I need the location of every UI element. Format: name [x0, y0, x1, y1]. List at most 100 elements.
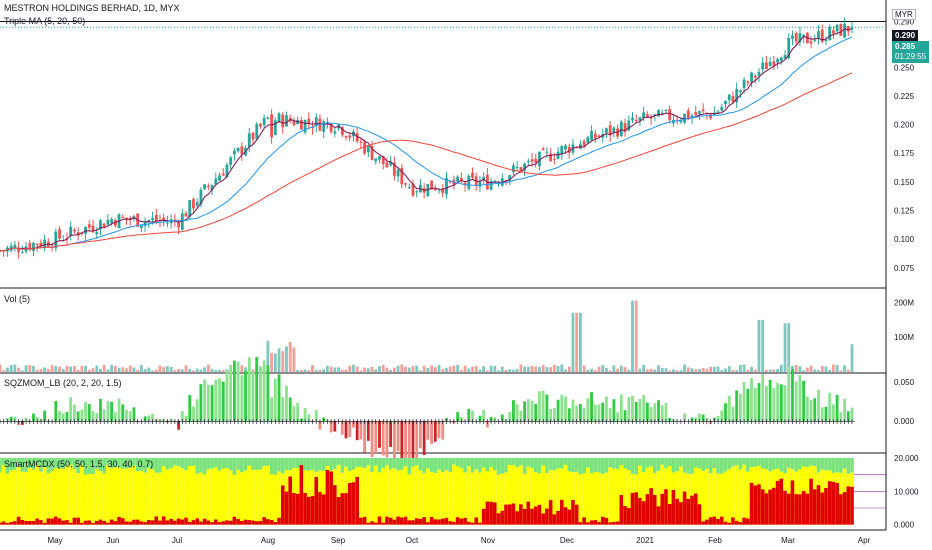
candle-body — [340, 127, 344, 135]
candle-body — [206, 186, 210, 188]
smartmcdx-red-bar — [537, 504, 542, 525]
price-tick-label: 0.150 — [894, 178, 915, 187]
candle-body — [273, 120, 277, 135]
smartmcdx-green-bar — [228, 458, 233, 471]
smartmcdx-green-bar — [541, 458, 545, 466]
squeeze-cross: + — [726, 417, 733, 426]
smartmcdx-yellow-bar — [83, 474, 88, 525]
smartmcdx-red-bar — [812, 489, 817, 525]
squeeze-bar — [627, 397, 631, 421]
squeeze-bar — [779, 384, 783, 421]
squeeze-bar — [813, 398, 817, 421]
smartmcdx-green-bar — [474, 458, 479, 470]
squeeze-cross: + — [711, 417, 718, 426]
smartmcdx-green-bar — [723, 458, 728, 472]
currency-badge[interactable]: MYR — [892, 9, 916, 20]
candle-body — [783, 55, 787, 59]
volume-bar — [337, 367, 340, 372]
squeeze-bar — [843, 398, 846, 421]
volume-bar — [58, 366, 61, 372]
squeeze-cross: + — [432, 417, 439, 426]
candle-body — [441, 189, 445, 193]
squeeze-cross: + — [514, 417, 521, 426]
smartmcdx-green-bar — [280, 458, 285, 474]
x-tick-label: Jun — [107, 536, 120, 545]
squeeze-cross: + — [689, 417, 696, 426]
x-tick-label: Dec — [560, 536, 574, 545]
smartmcdx-green-bar — [46, 458, 51, 474]
squeeze-bar — [229, 364, 233, 421]
squeeze-bar — [210, 385, 214, 421]
squeeze-bar — [400, 420, 404, 467]
candle-body — [645, 114, 649, 117]
smartmcdx-green-bar — [50, 458, 54, 471]
squeeze-bar — [244, 371, 247, 421]
squeeze-cross: + — [372, 417, 379, 426]
ma50-line — [0, 72, 853, 252]
smartmcdx-red-bar — [839, 494, 843, 525]
squeeze-cross: + — [443, 417, 450, 426]
smartmcdx-red-bar — [760, 489, 765, 525]
squeeze-bar — [765, 385, 768, 421]
smartmcdx-green-bar — [768, 458, 772, 472]
volume-bar — [523, 366, 526, 372]
smartmcdx-yellow-bar — [731, 466, 735, 525]
volume-bar — [738, 365, 742, 372]
candle-body — [232, 150, 236, 155]
volume-bar — [147, 367, 151, 372]
smartmcdx-red-bar — [373, 522, 378, 525]
smartmcdx-yellow-bar — [582, 473, 586, 525]
squeeze-bar — [552, 407, 556, 421]
squeeze-bar — [355, 420, 359, 441]
volume-bar — [322, 369, 326, 372]
smartmcdx-red-bar — [414, 518, 419, 525]
volume-bar — [121, 367, 125, 372]
smartmcdx-red-bar — [805, 493, 810, 525]
smartmcdx-red-bar — [522, 508, 527, 525]
candle-body — [9, 245, 13, 251]
squeeze-bar — [724, 403, 727, 421]
candle-body — [32, 242, 35, 251]
smartmcdx-red-bar — [109, 519, 114, 525]
squeeze-bar — [281, 397, 285, 421]
smartmcdx-green-bar — [798, 458, 802, 470]
squeeze-bar — [586, 398, 590, 421]
smartmcdx-yellow-bar — [106, 465, 110, 525]
squeeze-bar — [817, 390, 820, 421]
squeeze-bar — [597, 404, 601, 421]
squeeze-bar — [69, 397, 73, 421]
smartmcdx-green-bar — [459, 458, 464, 469]
smartmcdx-red-bar — [426, 522, 430, 525]
squeeze-cross: + — [462, 417, 469, 426]
smartmcdx-red-bar — [411, 520, 415, 525]
smartmcdx-yellow-bar — [240, 472, 244, 525]
squeeze-cross: + — [201, 417, 208, 426]
candle-body — [102, 223, 106, 227]
candle-body — [776, 59, 779, 63]
volume-bar — [627, 369, 631, 372]
smartmcdx-tick-label: 20.000 — [894, 454, 919, 463]
smartmcdx-green-bar — [169, 458, 173, 469]
candle-body — [746, 81, 750, 83]
squeeze-cross: + — [830, 417, 837, 426]
squeeze-bar — [407, 420, 411, 464]
smartmcdx-green-bar — [132, 458, 136, 466]
smartmcdx-yellow-bar — [515, 467, 519, 525]
squeeze-bar — [783, 385, 787, 421]
squeeze-bar — [344, 420, 348, 439]
squeeze-cross: + — [797, 417, 804, 426]
smartmcdx-yellow-bar — [161, 466, 166, 525]
smartmcdx-red-bar — [593, 520, 598, 525]
candle-body — [828, 26, 832, 41]
smartmcdx-green-bar — [16, 458, 21, 467]
volume-bar — [750, 367, 753, 372]
candle-body — [809, 41, 813, 44]
smartmcdx-red-bar — [753, 485, 758, 525]
volume-bar — [28, 364, 32, 372]
smartmcdx-red-bar — [816, 485, 821, 525]
squeeze-bar — [125, 409, 128, 421]
smartmcdx-yellow-bar — [396, 470, 400, 525]
squeeze-tick-label: 0.050 — [894, 378, 915, 387]
smartmcdx-yellow-bar — [597, 472, 601, 525]
squeeze-bar — [192, 406, 195, 421]
